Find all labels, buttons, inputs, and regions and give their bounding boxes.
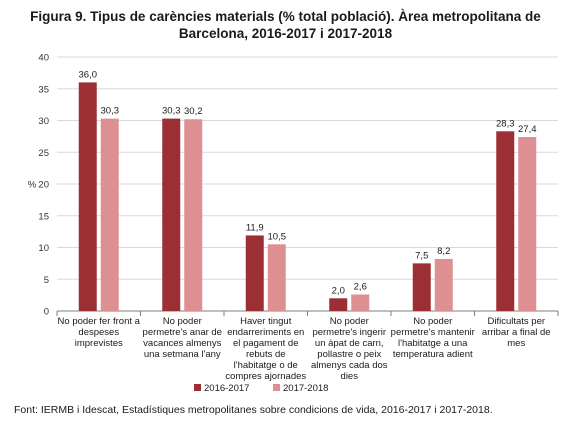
bar-2016-2017-1	[162, 118, 181, 311]
data-label: 27,4	[518, 124, 537, 135]
y-tick-label: 5	[44, 275, 49, 286]
x-category-label: dies	[341, 371, 359, 382]
data-label: 36,0	[79, 69, 98, 80]
y-tick-label: 0	[44, 307, 49, 318]
data-label: 11,9	[246, 222, 264, 233]
x-category-label: imprevistes	[75, 338, 123, 349]
data-label: 30,3	[101, 106, 120, 117]
data-label: 30,3	[162, 106, 181, 117]
bar-2016-2017-5	[496, 131, 515, 311]
legend-label: 2017-2018	[283, 383, 328, 394]
x-category-label: No poder	[330, 316, 369, 327]
y-tick-label: 40	[38, 53, 49, 64]
bar-2017-2018-2	[267, 244, 286, 311]
x-category-label: l'habitatge o de	[234, 360, 298, 371]
data-label: 8,2	[437, 246, 450, 257]
x-category-label: No poder fer front a	[58, 316, 141, 327]
data-label: 30,2	[184, 106, 203, 117]
bar-2016-2017-0	[78, 82, 97, 312]
x-category-label: l'habitatge a una	[398, 338, 468, 349]
legend-swatch-2017-2018	[273, 384, 280, 391]
x-category-label: pollastre o peix	[317, 349, 381, 360]
x-category-label: rebuts de	[246, 349, 286, 360]
bar-2017-2018-5	[518, 137, 537, 311]
legend-label: 2016-2017	[204, 383, 249, 394]
bar-2016-2017-4	[412, 263, 431, 311]
chart-title: Figura 9. Tipus de carències materials (…	[0, 8, 571, 42]
y-tick-label: 15	[38, 211, 49, 222]
data-label: 2,6	[354, 281, 367, 292]
x-category-label: No poder	[413, 316, 452, 327]
y-tick-label: 10	[38, 243, 49, 254]
bar-2017-2018-3	[351, 294, 370, 311]
x-category-label: No poder	[163, 316, 202, 327]
bar-2016-2017-2	[245, 235, 264, 311]
x-category-label: arribar a final de	[482, 327, 551, 338]
bar-2017-2018-1	[184, 119, 203, 311]
y-tick-label: 30	[38, 116, 49, 127]
y-tick-label: 35	[38, 84, 49, 95]
bar-2016-2017-3	[329, 298, 348, 311]
x-category-label: mes	[507, 338, 525, 349]
x-category-label: compres ajornades	[225, 371, 306, 382]
bar-2017-2018-0	[100, 118, 119, 311]
y-tick-label: 20	[38, 180, 49, 191]
x-category-label: una setmana l'any	[144, 349, 221, 360]
source-note: Font: IERMB i Idescat, Estadístiques met…	[14, 404, 493, 416]
data-label: 7,5	[415, 250, 428, 261]
x-category-label: endarreriments en	[227, 327, 304, 338]
data-label: 28,3	[496, 118, 515, 129]
y-tick-label: 25	[38, 148, 49, 159]
x-category-label: vacances almenys	[143, 338, 221, 349]
x-category-label: temperatura adient	[393, 349, 473, 360]
bar-2017-2018-4	[434, 258, 453, 311]
chart-title-line-1: Figura 9. Tipus de carències materials (…	[30, 9, 541, 24]
bar-chart: 0 5 10 15 20 25 30 35 40% 36,0 30,3 No poder fer fr…	[28, 53, 559, 394]
x-category-label: despeses	[78, 327, 119, 338]
x-category-label: permetre's ingerir	[312, 327, 386, 338]
x-category-label: un àpat de carn,	[315, 338, 384, 349]
x-category-label: almenys cada dos	[311, 360, 388, 371]
legend-swatch-2016-2017	[194, 384, 201, 391]
x-category-label: permetre's anar de	[143, 327, 222, 338]
x-category-label: Haver tingut	[240, 316, 292, 327]
data-label: 2,0	[332, 285, 345, 296]
x-category-label: Dificultats per	[487, 316, 545, 327]
data-label: 10,5	[268, 231, 287, 242]
chart-title-line-2: Barcelona, 2016-2017 i 2017-2018	[178, 26, 393, 41]
x-category-label: permetre's mantenir	[391, 327, 475, 338]
y-axis-label: %	[28, 180, 37, 191]
x-category-label: el pagament de	[233, 338, 299, 349]
